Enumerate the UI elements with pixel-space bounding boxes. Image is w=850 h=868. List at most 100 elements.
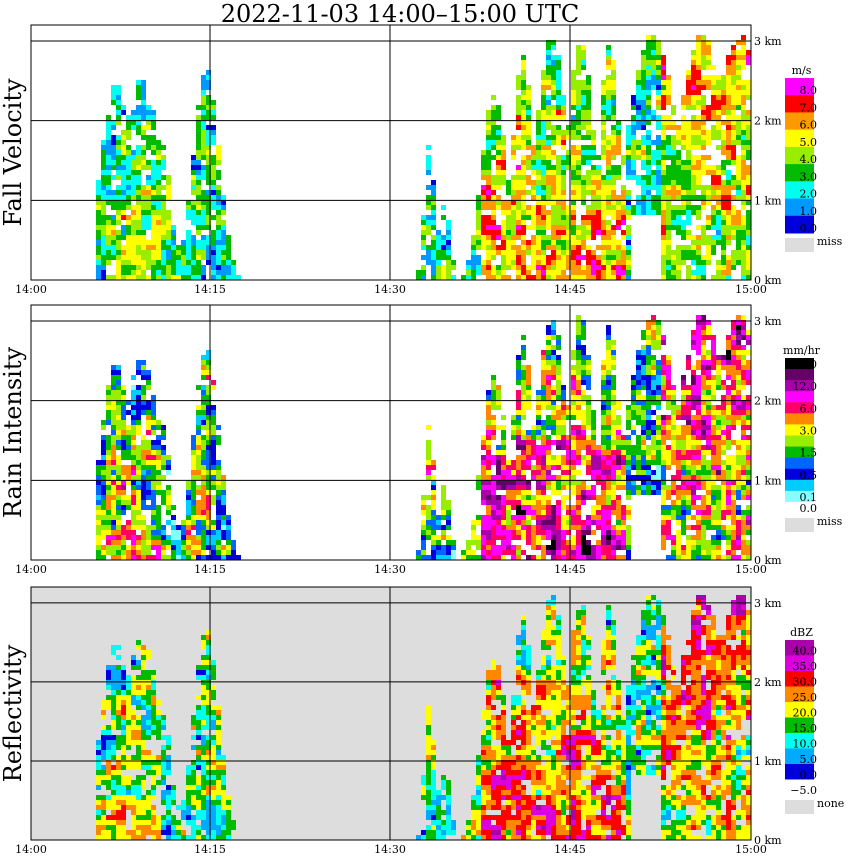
heatmap-cell [96,470,101,475]
heatmap-cell [546,415,551,420]
heatmap-cell [601,180,606,185]
heatmap-cell [616,165,621,170]
heatmap-cell [526,480,531,485]
heatmap-cell [436,545,441,550]
heatmap-cell [516,535,521,540]
heatmap-cell [601,510,606,515]
heatmap-cell [151,510,156,515]
heatmap-cell [716,505,721,510]
heatmap-cell [531,540,536,545]
heatmap-cell [741,65,746,70]
heatmap-cell [111,455,116,460]
heatmap-cell [206,450,211,455]
heatmap-cell [586,275,591,280]
heatmap-cell [481,535,486,540]
heatmap-cell [556,365,561,370]
heatmap-cell [596,500,601,505]
heatmap-cell [691,545,696,550]
heatmap-cell [641,155,646,160]
heatmap-cell [116,375,121,380]
heatmap-cell [201,265,206,270]
heatmap-cell [541,405,546,410]
heatmap-cell [541,445,546,450]
heatmap-cell [151,135,156,140]
heatmap-cell [556,460,561,465]
heatmap-cell [646,120,651,125]
heatmap-cell [691,380,696,385]
heatmap-cell [511,205,516,210]
heatmap-cell [651,440,656,445]
heatmap-cell [611,345,616,350]
heatmap-cell [511,190,516,195]
heatmap-cell [666,155,671,160]
heatmap-cell [231,265,236,270]
heatmap-cell [516,410,521,415]
heatmap-cell [601,195,606,200]
heatmap-cell [591,255,596,260]
heatmap-cell [706,550,711,555]
heatmap-cell [556,410,561,415]
heatmap-cell [541,240,546,245]
heatmap-cell [471,550,476,555]
heatmap-cell [621,510,626,515]
heatmap-cell [211,215,216,220]
heatmap-cell [651,55,656,60]
heatmap-cell [626,225,631,230]
heatmap-cell [676,185,681,190]
heatmap-cell [546,420,551,425]
heatmap-cell [206,110,211,115]
heatmap-cell [646,345,651,350]
heatmap-cell [216,170,221,175]
heatmap-cell [651,140,656,145]
heatmap-cell [676,435,681,440]
heatmap-cell [611,410,616,415]
heatmap-cell [611,360,616,365]
heatmap-cell [741,85,746,90]
heatmap-cell [606,205,611,210]
heatmap-cell [721,195,726,200]
heatmap-cell [681,410,686,415]
heatmap-cell [671,475,676,480]
heatmap-cell [676,430,681,435]
heatmap-cell [676,510,681,515]
heatmap-cell [571,410,576,415]
heatmap-cell [681,485,686,490]
heatmap-cell [596,460,601,465]
heatmap-cell [556,255,561,260]
heatmap-cell [436,550,441,555]
heatmap-cell [141,220,146,225]
heatmap-cell [466,270,471,275]
heatmap-cell [546,355,551,360]
heatmap-cell [571,180,576,185]
heatmap-cell [481,500,486,505]
heatmap-cell [541,75,546,80]
heatmap-cell [721,270,726,275]
heatmap-cell [221,525,226,530]
heatmap-cell [521,215,526,220]
heatmap-cell [191,540,196,545]
heatmap-cell [141,470,146,475]
heatmap-cell [556,545,561,550]
heatmap-cell [736,100,741,105]
heatmap-cell [711,450,716,455]
heatmap-cell [581,105,586,110]
heatmap-cell [546,80,551,85]
heatmap-cell [521,535,526,540]
heatmap-cell [141,450,146,455]
heatmap-cell [696,85,701,90]
heatmap-cell [641,140,646,145]
heatmap-cell [511,480,516,485]
heatmap-cell [206,530,211,535]
heatmap-cell [196,215,201,220]
heatmap-cell [676,265,681,270]
heatmap-cell [491,105,496,110]
heatmap-cell [196,490,201,495]
heatmap-cell [161,435,166,440]
heatmap-cell [581,60,586,65]
heatmap-cell [696,80,701,85]
heatmap-cell [186,545,191,550]
heatmap-cell [671,435,676,440]
heatmap-cell [591,425,596,430]
heatmap-cell [541,160,546,165]
heatmap-cell [221,535,226,540]
